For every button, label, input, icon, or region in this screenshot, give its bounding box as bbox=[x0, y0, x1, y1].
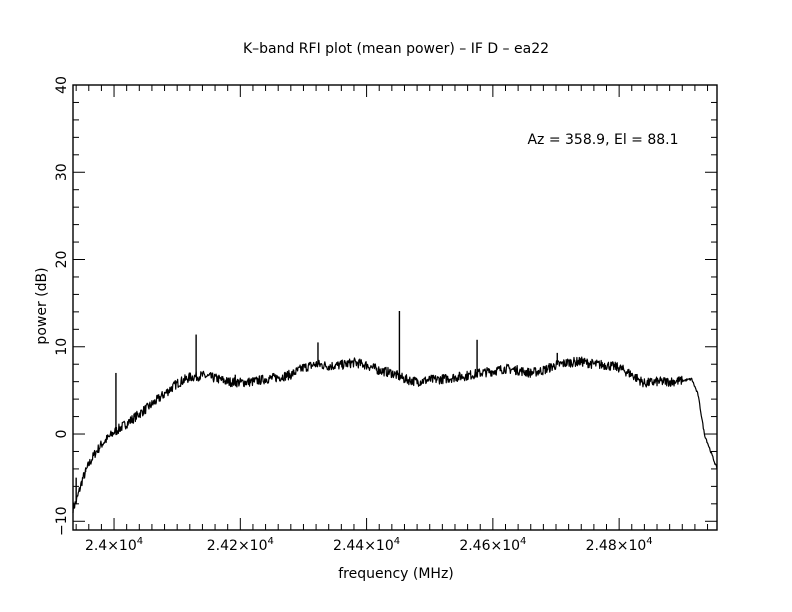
y-tick-label: 10 bbox=[54, 338, 70, 356]
plot-area bbox=[72, 310, 718, 514]
y-tick-label: 40 bbox=[54, 76, 70, 94]
y-tick-label: 20 bbox=[54, 251, 70, 269]
x-axis: 2.4×104 2.42×104 2.44×104 2.46×104 2.48×104 bbox=[75, 85, 709, 554]
x-tick-label: 2.46×104 bbox=[459, 536, 526, 554]
y-axis: −10 0 10 20 30 40 bbox=[54, 76, 717, 536]
x-tick-label: 2.48×104 bbox=[586, 536, 653, 554]
pointing-annotation: Az = 358.9, El = 88.1 bbox=[527, 132, 678, 148]
chart-title: K–band RFI plot (mean power) – IF D – ea… bbox=[243, 41, 549, 57]
y-tick-label: 30 bbox=[54, 163, 70, 181]
y-axis-label: power (dB) bbox=[34, 267, 50, 344]
x-tick-label: 2.42×104 bbox=[207, 536, 274, 554]
y-tick-label: 0 bbox=[54, 430, 70, 439]
x-axis-label: frequency (MHz) bbox=[338, 566, 454, 582]
x-tick-label: 2.4×104 bbox=[85, 536, 143, 554]
plot-frame bbox=[72, 84, 718, 531]
y-tick-label: −10 bbox=[54, 507, 70, 537]
x-tick-label: 2.44×104 bbox=[333, 536, 400, 554]
series-line bbox=[72, 356, 718, 514]
